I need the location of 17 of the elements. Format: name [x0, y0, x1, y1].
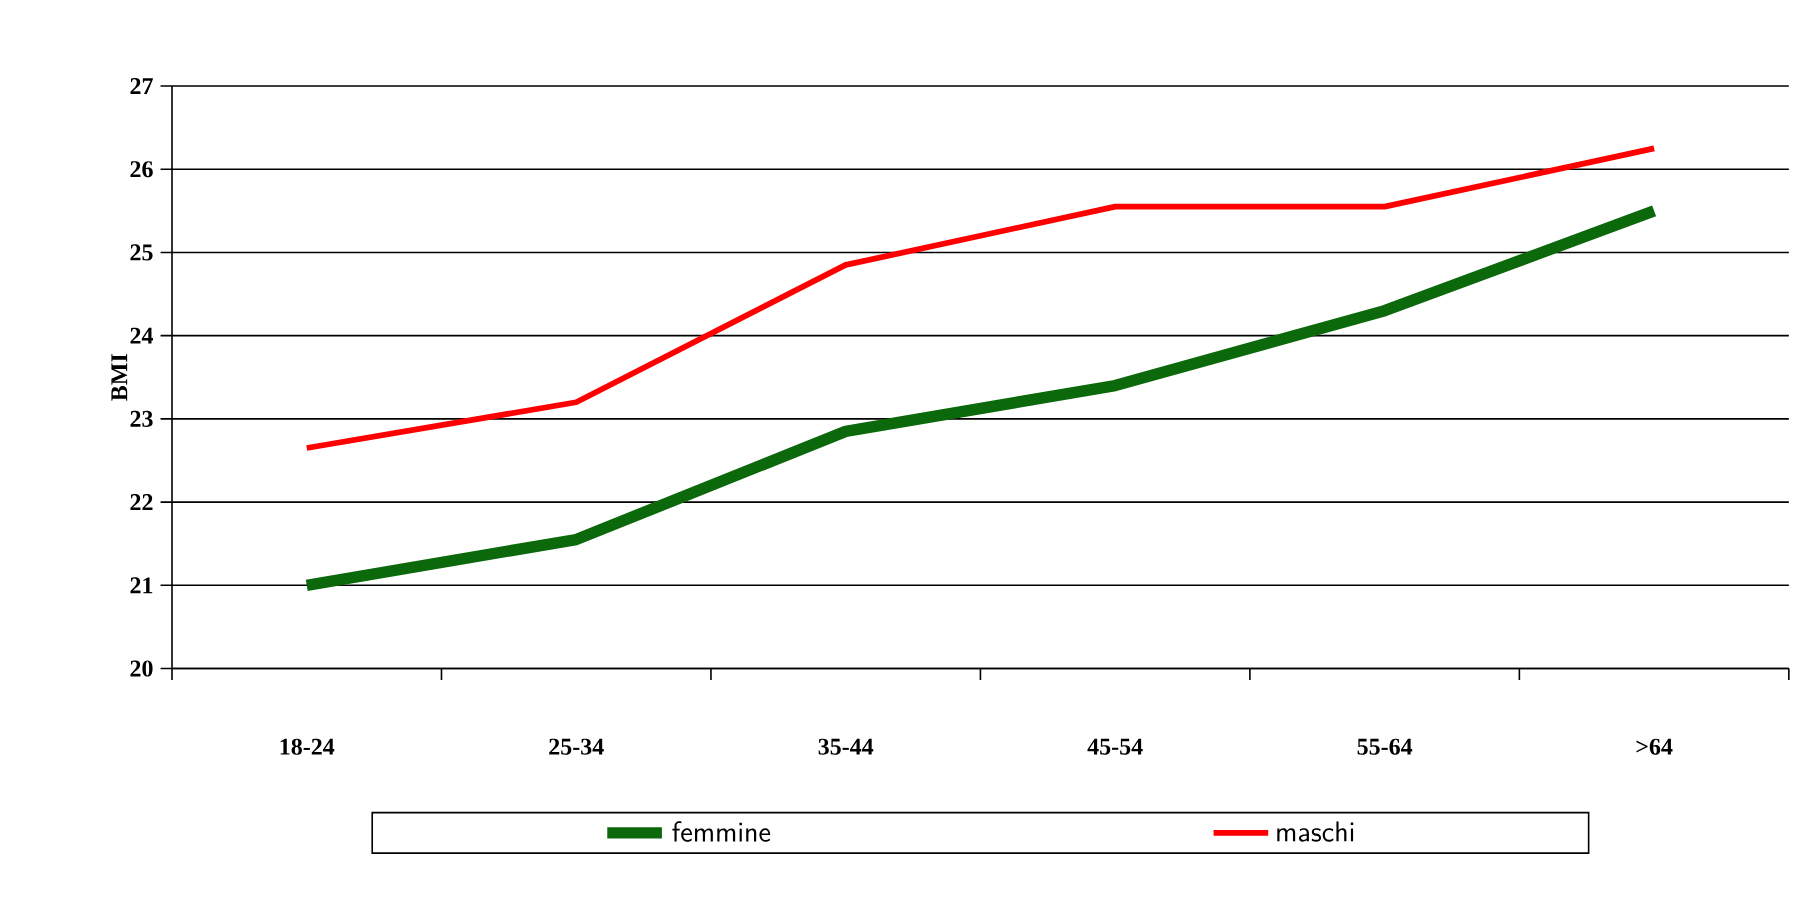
- y-tick-label: 24: [130, 327, 154, 344]
- x-tick-label: 45-54: [1087, 738, 1143, 755]
- legend-label: maschi: [1277, 821, 1354, 842]
- y-tick-label: 26: [130, 161, 153, 178]
- x-tick-label: >64: [1636, 738, 1673, 755]
- legend-label: femmine: [672, 821, 771, 842]
- y-tick-label: 20: [130, 660, 153, 677]
- x-tick-label: 35-44: [818, 738, 874, 755]
- y-tick-label: 21: [130, 577, 153, 594]
- x-tick-label: 18-24: [280, 738, 335, 755]
- x-tick-label: 25-34: [549, 738, 604, 755]
- y-axis-title: BMI: [111, 354, 128, 401]
- y-tick-label: 27: [130, 78, 153, 95]
- x-tick-label: 55-64: [1357, 738, 1413, 755]
- y-tick-label: 22: [130, 494, 153, 511]
- y-tick-label: 23: [130, 410, 153, 428]
- y-tick-label: 25: [130, 244, 153, 261]
